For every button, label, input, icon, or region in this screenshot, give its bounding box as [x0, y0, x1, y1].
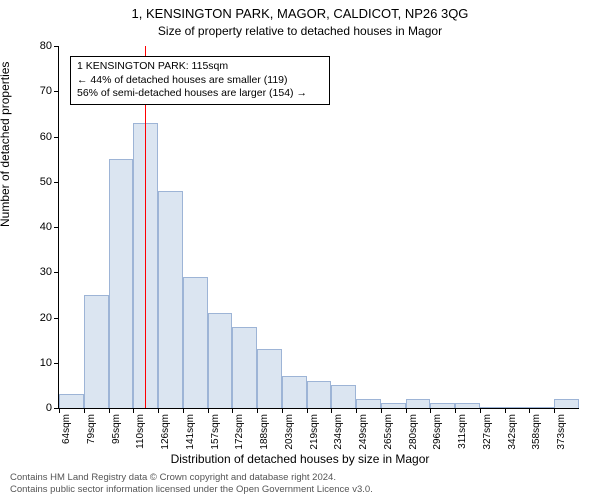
histogram-bar — [208, 313, 233, 408]
xtick-mark — [430, 408, 431, 413]
histogram-bar — [529, 407, 554, 408]
histogram-bar — [455, 403, 480, 408]
ytick-label: 40 — [40, 221, 52, 233]
y-axis-label: Number of detached properties — [0, 62, 12, 227]
xtick-mark — [59, 408, 60, 413]
footer-line-2: Contains public sector information licen… — [10, 484, 373, 496]
ytick-label: 50 — [40, 176, 52, 188]
ytick-mark — [54, 318, 59, 319]
xtick-label: 234sqm — [333, 414, 344, 450]
xtick-label: 110sqm — [135, 414, 146, 449]
histogram-bar — [282, 376, 307, 408]
xtick-label: 79sqm — [86, 414, 97, 444]
ytick-label: 10 — [40, 357, 52, 369]
xtick-label: 126sqm — [160, 414, 171, 450]
xtick-mark — [480, 408, 481, 413]
histogram-bar — [158, 191, 183, 408]
histogram-bar — [356, 399, 381, 408]
xtick-mark — [133, 408, 134, 413]
histogram-bar — [232, 327, 257, 408]
xtick-label: 172sqm — [234, 414, 245, 450]
xtick-label: 64sqm — [61, 414, 72, 444]
ytick-mark — [54, 46, 59, 47]
histogram-bar — [381, 403, 406, 408]
xtick-label: 188sqm — [259, 414, 270, 450]
ytick-mark — [54, 137, 59, 138]
xtick-label: 95sqm — [111, 414, 122, 444]
xtick-mark — [529, 408, 530, 413]
histogram-bar — [183, 277, 208, 408]
xtick-mark — [109, 408, 110, 413]
annotation-line: ← 44% of detached houses are smaller (11… — [77, 74, 323, 88]
xtick-label: 311sqm — [457, 414, 468, 449]
xtick-mark — [183, 408, 184, 413]
ytick-label: 0 — [46, 402, 52, 414]
xtick-label: 141sqm — [185, 414, 196, 450]
xtick-mark — [208, 408, 209, 413]
ytick-label: 20 — [40, 312, 52, 324]
xtick-mark — [505, 408, 506, 413]
ytick-mark — [54, 272, 59, 273]
histogram-bar — [430, 403, 455, 408]
xtick-mark — [406, 408, 407, 413]
xtick-label: 327sqm — [482, 414, 493, 450]
xtick-label: 265sqm — [383, 414, 394, 450]
annotation-box: 1 KENSINGTON PARK: 115sqm← 44% of detach… — [70, 56, 330, 105]
histogram-bar — [307, 381, 332, 408]
ytick-label: 60 — [40, 131, 52, 143]
histogram-bar — [109, 159, 134, 408]
xtick-label: 249sqm — [358, 414, 369, 450]
xtick-mark — [554, 408, 555, 413]
histogram-bar — [59, 394, 84, 408]
ytick-label: 30 — [40, 266, 52, 278]
histogram-bar — [257, 349, 282, 408]
xtick-label: 358sqm — [531, 414, 542, 450]
xtick-mark — [84, 408, 85, 413]
xtick-label: 342sqm — [507, 414, 518, 450]
histogram-bar — [331, 385, 356, 408]
xtick-label: 157sqm — [210, 414, 221, 450]
chart-subtitle: Size of property relative to detached ho… — [0, 24, 600, 38]
x-axis-label: Distribution of detached houses by size … — [0, 452, 600, 466]
xtick-mark — [282, 408, 283, 413]
ytick-mark — [54, 227, 59, 228]
ytick-mark — [54, 363, 59, 364]
xtick-mark — [331, 408, 332, 413]
histogram-bar — [84, 295, 109, 408]
xtick-mark — [257, 408, 258, 413]
annotation-line: 56% of semi-detached houses are larger (… — [77, 87, 323, 101]
histogram-bar — [554, 399, 579, 408]
chart-title: 1, KENSINGTON PARK, MAGOR, CALDICOT, NP2… — [0, 6, 600, 21]
xtick-mark — [381, 408, 382, 413]
xtick-mark — [455, 408, 456, 413]
xtick-mark — [356, 408, 357, 413]
xtick-mark — [158, 408, 159, 413]
histogram-bar — [505, 407, 530, 408]
histogram-bar — [480, 407, 505, 408]
ytick-mark — [54, 182, 59, 183]
xtick-label: 280sqm — [408, 414, 419, 450]
xtick-mark — [232, 408, 233, 413]
histogram-bar — [406, 399, 431, 408]
xtick-label: 296sqm — [432, 414, 443, 450]
ytick-label: 80 — [40, 40, 52, 52]
chart-container: 1, KENSINGTON PARK, MAGOR, CALDICOT, NP2… — [0, 0, 600, 500]
footer-attribution: Contains HM Land Registry data © Crown c… — [10, 472, 373, 496]
xtick-label: 373sqm — [556, 414, 567, 450]
annotation-line: 1 KENSINGTON PARK: 115sqm — [77, 60, 323, 74]
ytick-mark — [54, 91, 59, 92]
xtick-label: 203sqm — [284, 414, 295, 450]
xtick-label: 219sqm — [309, 414, 320, 450]
footer-line-1: Contains HM Land Registry data © Crown c… — [10, 472, 373, 484]
xtick-mark — [307, 408, 308, 413]
ytick-label: 70 — [40, 85, 52, 97]
